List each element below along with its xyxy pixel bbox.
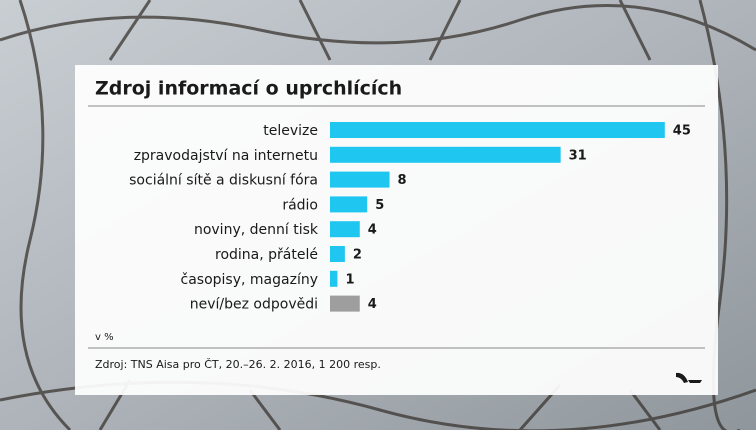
bar xyxy=(330,171,390,188)
source: Zdroj: TNS Aisa pro ČT, 20.–26. 2. 2016,… xyxy=(95,358,381,371)
value-label: 31 xyxy=(569,148,587,163)
bar xyxy=(330,146,561,163)
category-label: televize xyxy=(263,123,318,139)
value-label: 5 xyxy=(375,198,384,213)
bar xyxy=(330,295,360,312)
category-label: zpravodajství na internetu xyxy=(134,148,318,164)
logo-bar xyxy=(688,380,702,383)
category-label: časopisy, magazíny xyxy=(181,272,318,288)
value-label: 45 xyxy=(673,124,691,139)
bar xyxy=(330,221,360,238)
chart-title: Zdroj informací o uprchlících xyxy=(95,78,402,100)
bar xyxy=(330,246,345,262)
category-label: noviny, denní tisk xyxy=(194,222,319,238)
value-label: 4 xyxy=(368,297,377,312)
unit-note: v % xyxy=(95,332,114,343)
value-label: 8 xyxy=(398,173,407,188)
category-label: neví/bez odpovědi xyxy=(190,297,318,313)
category-label: rádio xyxy=(282,197,318,213)
bar xyxy=(330,196,368,213)
logo xyxy=(676,372,688,383)
panel xyxy=(75,65,718,395)
bar xyxy=(330,122,665,138)
value-label: 1 xyxy=(345,272,354,287)
value-label: 2 xyxy=(353,248,362,263)
bar xyxy=(330,270,338,287)
value-label: 4 xyxy=(368,223,377,238)
category-label: sociální sítě a diskusní fóra xyxy=(129,173,318,189)
category-label: rodina, přátelé xyxy=(215,247,318,263)
